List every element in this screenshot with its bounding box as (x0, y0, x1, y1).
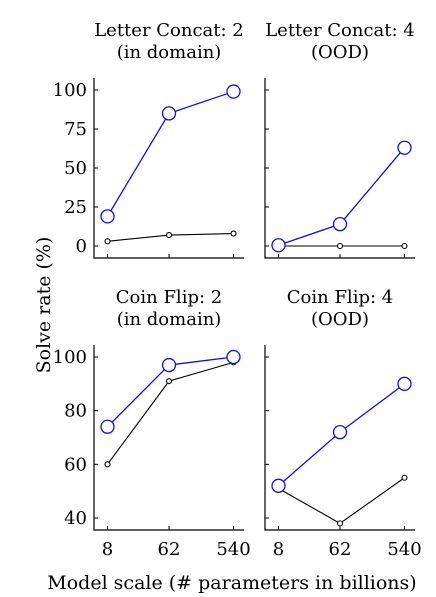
y-tick-label: 25 (64, 197, 87, 218)
series-line-2 (278, 477, 405, 525)
x-tick-label: 540 (387, 539, 421, 560)
panel-title-line: Letter Concat: 2 (94, 20, 244, 41)
axis-lines (264, 78, 415, 259)
data-point (165, 232, 173, 239)
x-tick-label: 8 (273, 539, 284, 560)
data-point (332, 424, 348, 440)
chart-panel-2: Letter Concat: 4(OOD) (264, 20, 415, 259)
chart-panel-4: Coin Flip: 4(OOD) 8 62 540 (264, 287, 422, 560)
data-point (271, 478, 286, 493)
data-point (332, 217, 348, 232)
panel-title-line: (OOD) (311, 42, 369, 63)
data-point (100, 419, 115, 434)
axis-lines (93, 78, 244, 259)
data-point (336, 520, 344, 527)
x-tick-label: 62 (329, 539, 352, 560)
y-tick-label: 100 (53, 80, 87, 101)
data-point (336, 242, 344, 250)
y-tick-label: 60 (64, 454, 87, 475)
axis-lines (264, 345, 415, 531)
data-point (397, 376, 412, 391)
data-point (397, 140, 412, 155)
panel-title-line: (in domain) (117, 309, 222, 330)
data-point (161, 357, 177, 373)
data-point (104, 238, 111, 245)
panel-title-line: Coin Flip: 4 (287, 287, 393, 308)
y-axis-label: Solve rate (%) (33, 237, 55, 374)
data-point (165, 378, 173, 385)
series-line-2 (107, 361, 234, 465)
x-tick-label: 8 (102, 539, 113, 560)
data-point (230, 230, 237, 237)
panel-title-line: (OOD) (311, 309, 369, 330)
panel-title-line: Coin Flip: 2 (116, 287, 222, 308)
y-tick-label: 100 (53, 347, 87, 368)
data-point (401, 474, 408, 481)
x-axis-label: Model scale (# parameters in billions) (47, 572, 416, 594)
data-point (401, 242, 408, 250)
y-tick-label: 50 (64, 158, 87, 179)
axis-lines (93, 345, 244, 531)
data-point (161, 106, 177, 121)
x-tick-label: 62 (158, 539, 181, 560)
y-tick-label: 40 (64, 508, 87, 529)
data-point (226, 84, 241, 99)
y-tick-label: 75 (64, 119, 87, 140)
x-tick-label: 540 (216, 539, 250, 560)
y-tick-label: 80 (64, 401, 87, 422)
y-tick-label: 0 (76, 236, 87, 257)
data-point (104, 461, 111, 468)
panel-title-line: (in domain) (117, 42, 222, 63)
chart-panel-3: Coin Flip: 2(in domain) 40 60 80 100 8 62 540 (53, 287, 251, 560)
data-point (271, 238, 286, 253)
chart-panel-1: Letter Concat: 2(in domain) 0 25 50 75 100 (53, 20, 244, 259)
data-point (226, 349, 241, 365)
data-point (100, 209, 115, 224)
panel-title-line: Letter Concat: 4 (265, 20, 415, 41)
